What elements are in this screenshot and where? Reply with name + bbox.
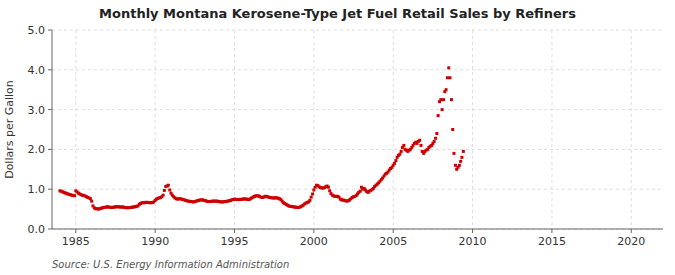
y-axis-line (52, 30, 53, 229)
point (419, 144, 422, 147)
y-tick (48, 69, 52, 70)
point (398, 153, 401, 156)
x-tick (75, 229, 76, 233)
x-grid-line (472, 30, 473, 229)
point (311, 192, 314, 195)
x-tick-label: 2020 (617, 235, 645, 248)
x-grid-line (75, 30, 76, 229)
y-grid-line (52, 229, 663, 230)
x-tick (313, 229, 314, 233)
x-tick (234, 229, 235, 233)
point (441, 108, 444, 111)
point (308, 199, 311, 202)
x-grid-line (393, 30, 394, 229)
point (458, 164, 461, 167)
title: Monthly Montana Kerosene-Type Jet Fuel R… (99, 6, 576, 21)
x-tick-label: 2005 (379, 235, 407, 248)
point (447, 66, 450, 69)
point (439, 98, 442, 101)
grid (52, 30, 663, 229)
y-tick-label: 0.0 (28, 223, 46, 236)
point (327, 186, 330, 189)
x-tick-label: 2010 (459, 235, 487, 248)
source-note: Source: U.S. Energy Information Administ… (52, 259, 289, 270)
x-grid-line (551, 30, 552, 229)
y-tick (48, 109, 52, 110)
point (310, 196, 313, 199)
point (459, 160, 462, 163)
point (73, 194, 76, 197)
point (394, 159, 397, 162)
y-tick-label: 5.0 (28, 24, 46, 37)
y-tick-label: 1.0 (28, 183, 46, 196)
points (58, 66, 464, 210)
y-grid-line (52, 189, 663, 190)
point (168, 188, 171, 191)
x-tick-label: 1985 (62, 235, 90, 248)
chart: 0.0 1.0 2.0 3.0 4.0 5.0 1985 1990 1995 2000 2005 20… (0, 0, 675, 275)
point (433, 140, 436, 143)
x-tick (393, 229, 394, 233)
point (451, 128, 454, 131)
point (312, 188, 315, 191)
point (434, 137, 437, 140)
point (437, 114, 440, 117)
y-tick (48, 30, 52, 31)
point (328, 189, 331, 192)
point (435, 132, 438, 135)
point (162, 194, 165, 197)
point (393, 162, 396, 165)
y-tick (48, 189, 52, 190)
x-grid-line (631, 30, 632, 229)
x-tick-label: 1995 (221, 235, 249, 248)
point (462, 150, 465, 153)
x-axis-line (52, 229, 663, 230)
y-tick (48, 149, 52, 150)
point (450, 98, 453, 101)
point (445, 88, 448, 91)
point (402, 144, 405, 147)
y-grid-line (52, 30, 663, 31)
x-tick (472, 229, 473, 233)
y-grid-line (52, 149, 663, 150)
y-tick-label: 4.0 (28, 64, 46, 77)
x-grid-line (313, 30, 314, 229)
x-tick (631, 229, 632, 233)
y-tick (48, 229, 52, 230)
y-grid-line (52, 69, 663, 70)
point (418, 139, 421, 142)
point (167, 184, 170, 187)
point (442, 98, 445, 101)
x-tick-label: 2000 (300, 235, 328, 248)
x-tick (155, 229, 156, 233)
y-axis-label: Dollars per Gallon (3, 80, 16, 179)
point (90, 200, 93, 203)
point (452, 152, 455, 155)
point (400, 150, 403, 153)
point (163, 189, 166, 192)
point (449, 76, 452, 79)
x-tick (551, 229, 552, 233)
y-tick-label: 2.0 (28, 143, 46, 156)
x-tick-label: 1990 (141, 235, 169, 248)
x-tick-label: 2015 (538, 235, 566, 248)
point (460, 156, 463, 159)
y-tick-label: 3.0 (28, 104, 46, 117)
y-grid-line (52, 109, 663, 110)
